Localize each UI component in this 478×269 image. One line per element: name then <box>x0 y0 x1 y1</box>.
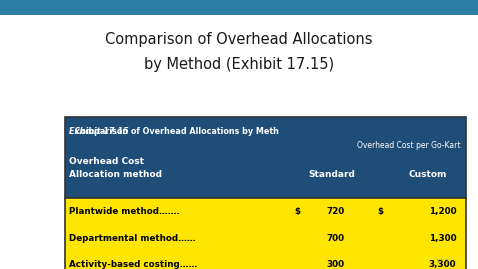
Text: Overhead Cost per Go-Kart: Overhead Cost per Go-Kart <box>357 141 460 150</box>
Text: Overhead Cost: Overhead Cost <box>69 157 144 166</box>
Text: Comparison of Overhead Allocations by Meth: Comparison of Overhead Allocations by Me… <box>69 127 279 136</box>
Text: 17-1: 17-1 <box>435 259 449 264</box>
Text: 300: 300 <box>326 260 344 269</box>
Text: $: $ <box>294 207 300 216</box>
Text: 3,300: 3,300 <box>429 260 456 269</box>
Text: Exhibit 17.15: Exhibit 17.15 <box>69 127 129 136</box>
Text: by Method (Exhibit 17.15): by Method (Exhibit 17.15) <box>144 57 334 72</box>
Text: Standard: Standard <box>309 170 356 179</box>
Text: $: $ <box>378 207 384 216</box>
Text: Comparison of Overhead Allocations: Comparison of Overhead Allocations <box>105 31 373 47</box>
Text: Custom: Custom <box>409 170 447 179</box>
Text: 1,200: 1,200 <box>429 207 456 216</box>
Text: Activity-based costing……: Activity-based costing…… <box>69 260 197 269</box>
Text: Allocation method: Allocation method <box>69 170 163 179</box>
Text: Plantwide method…….: Plantwide method……. <box>69 207 180 216</box>
Text: 1,300: 1,300 <box>429 233 456 243</box>
Text: 720: 720 <box>326 207 344 216</box>
Text: 700: 700 <box>326 233 344 243</box>
Text: Departmental method……: Departmental method…… <box>69 233 196 243</box>
